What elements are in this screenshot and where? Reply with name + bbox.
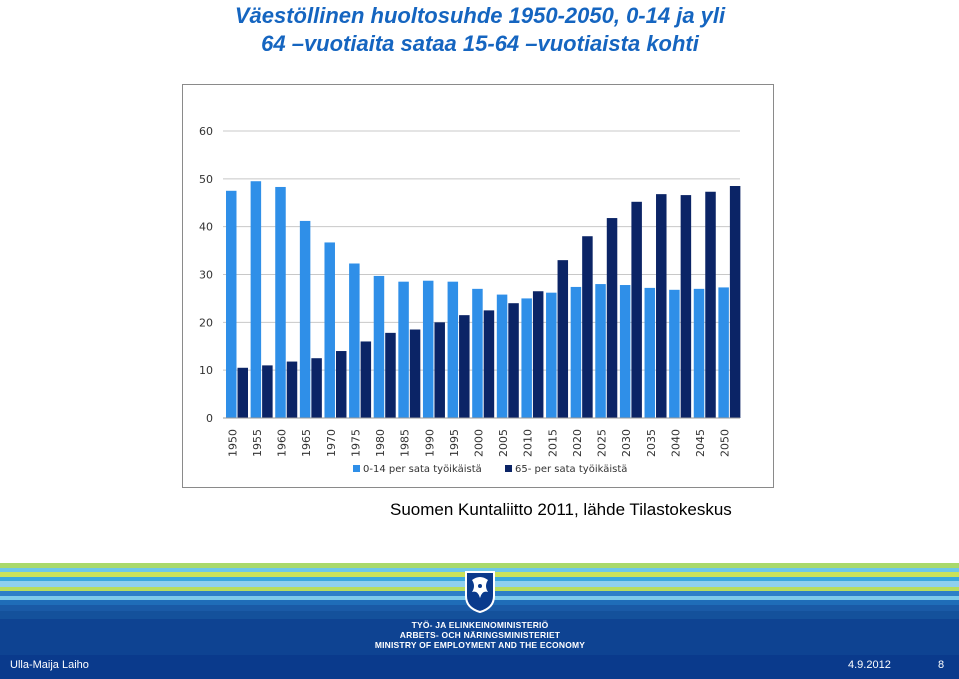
bar bbox=[532, 291, 544, 418]
bar bbox=[483, 310, 495, 418]
x-tick-label: 1985 bbox=[399, 429, 412, 457]
footer-author: Ulla-Maija Laiho bbox=[10, 659, 89, 671]
x-tick-label: 1990 bbox=[423, 429, 436, 457]
bar bbox=[226, 190, 237, 418]
x-tick-label: 1995 bbox=[448, 429, 461, 457]
y-tick-label: 60 bbox=[199, 125, 213, 138]
x-tick-label: 2025 bbox=[596, 429, 609, 457]
x-tick-label: 1955 bbox=[251, 429, 264, 457]
bar bbox=[311, 358, 322, 418]
x-tick-label: 2020 bbox=[571, 429, 584, 457]
bar bbox=[546, 292, 557, 418]
y-tick-label: 40 bbox=[199, 221, 213, 234]
x-tick-label: 2045 bbox=[694, 429, 707, 457]
bar bbox=[422, 280, 434, 418]
bar bbox=[324, 242, 335, 418]
bar bbox=[250, 181, 262, 418]
bar bbox=[644, 287, 656, 418]
bar bbox=[619, 285, 631, 418]
ministry-logo: TYÖ- JA ELINKEINOMINISTERIÖ ARBETS- OCH … bbox=[370, 566, 590, 652]
x-tick-label: 2050 bbox=[719, 429, 732, 457]
bar bbox=[385, 332, 396, 418]
legend-swatch bbox=[505, 465, 512, 472]
bar bbox=[496, 294, 508, 418]
bar bbox=[349, 263, 360, 418]
x-tick-label: 2010 bbox=[522, 429, 535, 457]
bar bbox=[557, 260, 569, 418]
x-tick-label: 2035 bbox=[645, 429, 658, 457]
bar bbox=[262, 365, 273, 418]
y-tick-label: 30 bbox=[199, 269, 213, 282]
x-tick-label: 1975 bbox=[349, 429, 362, 457]
slide-title-line2: 64 –vuotiaita sataa 15-64 –vuotiaista ko… bbox=[261, 31, 699, 56]
bar bbox=[729, 186, 741, 418]
chart-frame: 0 10 20 30 40 50 60 1950 1955 1960 1965 1970 1975 198… bbox=[182, 84, 774, 488]
footer-date: 4.9.2012 bbox=[848, 659, 891, 671]
bar bbox=[275, 186, 286, 418]
finnish-lion-emblem-icon bbox=[465, 571, 495, 614]
bar bbox=[693, 288, 705, 418]
bar bbox=[631, 201, 642, 418]
x-tick-label: 2005 bbox=[497, 429, 510, 457]
bar bbox=[434, 322, 445, 418]
bar bbox=[237, 367, 248, 418]
bar bbox=[472, 288, 483, 418]
slide-title-line1: Väestöllinen huoltosuhde 1950-2050, 0-14… bbox=[234, 3, 726, 28]
bar bbox=[299, 220, 311, 418]
x-tick-label: 1970 bbox=[325, 429, 338, 457]
source-caption: Suomen Kuntaliitto 2011, lähde Tilastoke… bbox=[390, 500, 732, 519]
x-tick-label: 1965 bbox=[300, 429, 313, 457]
ministry-name-en: MINISTRY OF EMPLOYMENT AND THE ECONOMY bbox=[374, 640, 586, 650]
bar bbox=[373, 275, 385, 418]
slide-title: Väestöllinen huoltosuhde 1950-2050, 0-14… bbox=[130, 2, 830, 58]
x-tick-label: 1980 bbox=[374, 429, 387, 457]
y-tick-label: 10 bbox=[199, 364, 213, 377]
x-tick-label: 2015 bbox=[546, 429, 559, 457]
bar bbox=[409, 329, 421, 418]
bar bbox=[656, 194, 667, 418]
bar bbox=[521, 298, 532, 418]
bar bbox=[718, 287, 729, 418]
x-tick-label: 2040 bbox=[669, 429, 682, 457]
footer-band bbox=[0, 655, 959, 679]
y-tick-label: 0 bbox=[206, 412, 213, 425]
bar bbox=[335, 351, 347, 418]
bar bbox=[595, 284, 606, 418]
bar bbox=[680, 195, 692, 418]
bar bbox=[286, 361, 298, 418]
bar bbox=[398, 281, 409, 418]
bar bbox=[508, 303, 519, 418]
bar bbox=[606, 218, 618, 418]
x-tick-label: 1950 bbox=[226, 429, 239, 457]
legend-swatch bbox=[353, 465, 360, 472]
y-tick-label: 20 bbox=[199, 316, 213, 329]
y-tick-label: 50 bbox=[199, 173, 213, 186]
bar bbox=[669, 289, 680, 418]
x-tick-label: 1960 bbox=[276, 429, 289, 457]
legend-label: 65- per sata työikäistä bbox=[515, 464, 627, 475]
x-tick-label: 2030 bbox=[620, 429, 633, 457]
bar bbox=[447, 281, 459, 418]
footer-page-number: 8 bbox=[938, 659, 945, 671]
legend-label: 0-14 per sata työikäistä bbox=[363, 464, 482, 475]
bar bbox=[459, 315, 470, 418]
ministry-name-fi: TYÖ- JA ELINKEINOMINISTERIÖ bbox=[411, 620, 549, 630]
bar bbox=[570, 286, 582, 418]
bar bbox=[582, 236, 593, 418]
bar bbox=[705, 191, 716, 418]
ministry-name-sv: ARBETS- OCH NÄRINGSMINISTERIET bbox=[399, 630, 561, 640]
bar bbox=[360, 341, 372, 418]
x-tick-label: 2000 bbox=[473, 429, 486, 457]
